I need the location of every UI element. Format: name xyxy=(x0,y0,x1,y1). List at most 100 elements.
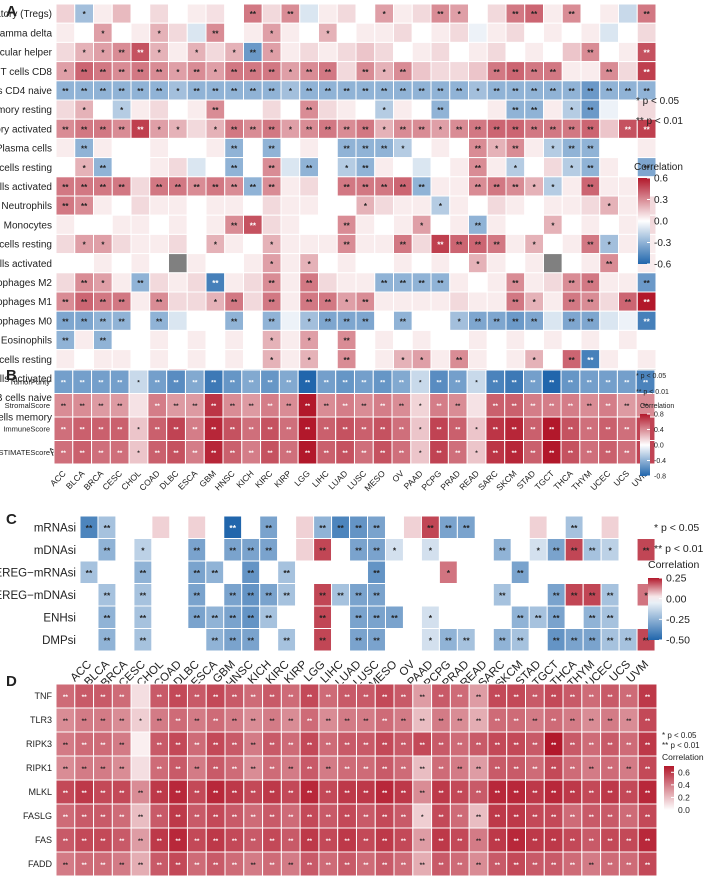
significance-mark: ** xyxy=(119,838,125,845)
heatmap-cell xyxy=(149,329,169,351)
significance-mark: * xyxy=(233,49,237,58)
significance-mark: * xyxy=(533,183,537,192)
significance-mark: ** xyxy=(98,450,104,457)
significance-mark: * xyxy=(608,241,612,250)
significance-mark: ** xyxy=(475,221,482,230)
significance-mark: * xyxy=(420,356,424,365)
significance-mark: ** xyxy=(337,591,344,601)
significance-mark: ** xyxy=(326,694,332,701)
significance-mark: ** xyxy=(626,862,632,869)
significance-mark: ** xyxy=(63,718,69,725)
heatmap-cell xyxy=(468,329,488,351)
significance-mark: ** xyxy=(400,183,407,192)
significance-mark: * xyxy=(195,49,199,58)
heatmap-cell xyxy=(411,310,432,331)
heatmap-cell xyxy=(599,310,619,331)
significance-mark: ** xyxy=(445,523,452,533)
heatmap-cell xyxy=(151,628,171,652)
significance-mark: * xyxy=(214,298,218,307)
significance-mark: ** xyxy=(288,718,294,725)
heatmap-cell xyxy=(299,3,319,24)
significance-mark: ** xyxy=(306,164,313,173)
significance-mark: ** xyxy=(587,380,593,387)
heatmap-cell xyxy=(299,233,319,255)
significance-mark: ** xyxy=(194,790,200,797)
significance-mark: ** xyxy=(212,106,219,115)
heatmap-cell xyxy=(280,349,301,370)
heatmap-cell xyxy=(486,214,507,235)
significance-mark: ** xyxy=(607,814,613,821)
heatmap-cell xyxy=(430,61,451,82)
significance-mark: ** xyxy=(455,427,461,434)
significance-mark: ** xyxy=(306,87,313,96)
row-label: B cells naive xyxy=(0,393,52,404)
significance-mark: ** xyxy=(568,427,574,434)
significance-mark: ** xyxy=(61,427,67,434)
heatmap-cell xyxy=(561,253,582,274)
significance-mark: ** xyxy=(569,87,576,96)
significance-mark: ** xyxy=(438,790,444,797)
significance-mark: ** xyxy=(232,742,238,749)
significance-mark: ** xyxy=(100,125,107,134)
heatmap-cell xyxy=(505,41,526,63)
heatmap-cell xyxy=(411,233,432,255)
heatmap-cell xyxy=(449,137,469,159)
significance-mark: ** xyxy=(420,862,426,869)
heatmap-cell xyxy=(149,195,169,216)
significance-mark: ** xyxy=(570,742,576,749)
significance-mark: ** xyxy=(475,317,482,326)
heatmap-cell xyxy=(449,291,469,312)
column-label: PRAD xyxy=(438,468,462,492)
significance-mark: * xyxy=(289,68,293,77)
panel-d: D** ** ** ** ** ** ** ** ** ** ** ** ** ** ** ** ** ** ** *… xyxy=(6,673,704,877)
significance-mark: * xyxy=(608,202,612,211)
significance-mark: * xyxy=(419,450,422,457)
significance-mark: ** xyxy=(401,790,407,797)
significance-mark: * xyxy=(551,221,555,230)
significance-mark: ** xyxy=(250,221,257,230)
heatmap-cell xyxy=(430,22,451,43)
heatmap-cell xyxy=(430,41,451,63)
heatmap-cell xyxy=(130,253,151,274)
legend-title: Correlation xyxy=(634,162,683,173)
heatmap-cell xyxy=(318,253,338,274)
heatmap-cell xyxy=(420,560,440,584)
significance-mark: ** xyxy=(306,106,313,115)
significance-mark: ** xyxy=(569,279,576,288)
significance-mark: ** xyxy=(644,68,651,77)
legend-tick-label: -0.25 xyxy=(666,614,690,626)
significance-mark: ** xyxy=(325,298,332,307)
heatmap-cell xyxy=(205,253,226,274)
significance-mark: ** xyxy=(355,591,362,601)
significance-mark: ** xyxy=(326,862,332,869)
heatmap-cell xyxy=(528,628,548,652)
heatmap-cell xyxy=(186,99,207,120)
significance-mark: ** xyxy=(175,183,182,192)
significance-mark: ** xyxy=(81,298,88,307)
significance-mark: ** xyxy=(607,838,613,845)
heatmap-cell xyxy=(318,176,338,197)
heatmap-cell xyxy=(580,329,601,351)
significance-mark: ** xyxy=(62,87,69,96)
significance-mark: ** xyxy=(373,636,380,646)
significance-mark: ** xyxy=(232,766,238,773)
heatmap-cell xyxy=(168,22,188,43)
heatmap-cell xyxy=(149,349,169,370)
significance-mark: ** xyxy=(549,403,555,410)
column-label: UCS xyxy=(611,468,631,488)
significance-mark: ** xyxy=(119,87,126,96)
significance-mark: ** xyxy=(100,742,106,749)
significance-mark: ** xyxy=(82,742,88,749)
heatmap-cell xyxy=(580,3,601,24)
significance-mark: ** xyxy=(589,694,595,701)
heatmap-cell xyxy=(186,137,207,159)
significance-mark: ** xyxy=(213,790,219,797)
row-label: RIPK1 xyxy=(26,763,52,773)
significance-mark: ** xyxy=(137,279,144,288)
heatmap-cell xyxy=(74,329,94,351)
significance-mark: ** xyxy=(436,403,442,410)
heatmap-cell xyxy=(411,329,432,351)
significance-mark: ** xyxy=(380,403,386,410)
heatmap-cell xyxy=(543,195,563,216)
heatmap-cell xyxy=(259,560,279,584)
